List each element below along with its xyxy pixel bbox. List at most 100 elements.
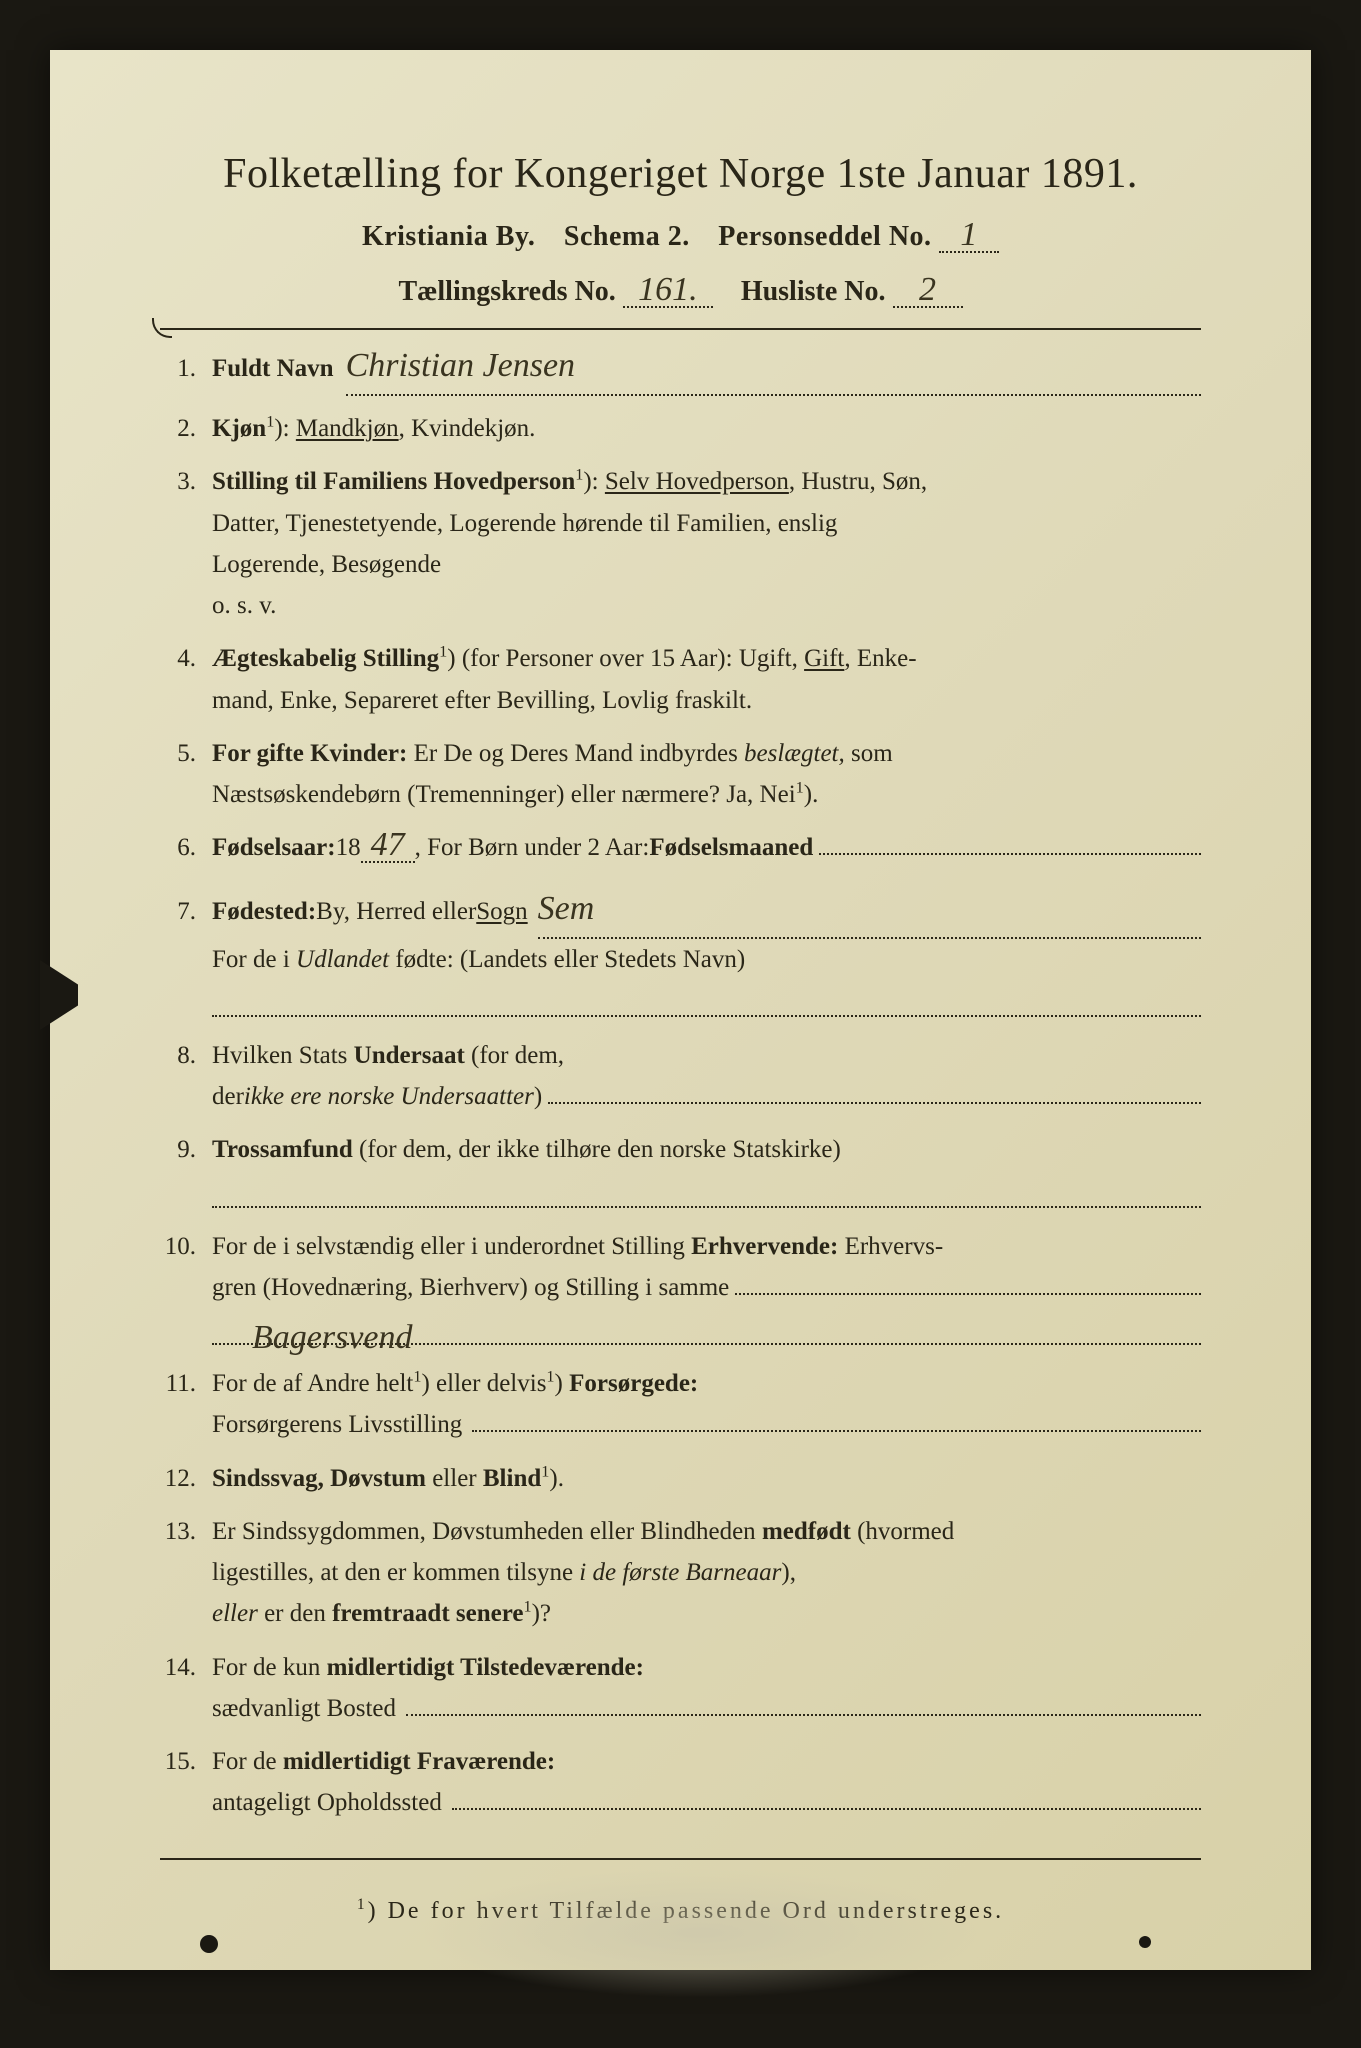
footnote: 1) De for hvert Tilfælde passende Ord un… xyxy=(160,1896,1201,1925)
sup: 1 xyxy=(357,1896,368,1913)
text: For de af Andre helt xyxy=(212,1370,413,1397)
text: Er De og Deres Mand indbyrdes xyxy=(407,740,744,767)
form-body: 1. Fuldt Navn Christian Jensen 2. Kjøn1)… xyxy=(160,338,1201,1824)
item-15: 15. For de midlertidigt Fraværende: anta… xyxy=(160,1741,1201,1824)
selected-hovedperson: Selv Hovedperson xyxy=(605,468,789,495)
text: sædvanligt Bosted xyxy=(212,1688,396,1729)
item-9: 9. Trossamfund (for dem, der ikke tilhør… xyxy=(160,1129,1201,1207)
name-field: Christian Jensen xyxy=(346,338,1201,396)
item-1: 1. Fuldt Navn Christian Jensen xyxy=(160,338,1201,396)
header-separator xyxy=(160,320,1201,338)
item-7: 7. Fødested: By, Herred eller Sogn Sem F… xyxy=(160,881,1201,1017)
text: 18 xyxy=(336,827,361,868)
text: ligestilles, at den er kommen tilsyne xyxy=(212,1559,579,1586)
text: gren (Hovednæring, Bierhverv) og Stillin… xyxy=(212,1267,729,1308)
birthplace-value: Sem xyxy=(538,890,595,927)
birthmonth-field xyxy=(819,853,1201,855)
text: Hvilken Stats xyxy=(212,1042,354,1069)
text-italic: Udlandet xyxy=(296,946,389,973)
label-undersaat: Undersaat xyxy=(354,1042,465,1069)
citizenship-field xyxy=(548,1102,1201,1104)
text: ). xyxy=(804,781,819,808)
text: For de i selvstændig eller i underordnet… xyxy=(212,1233,691,1260)
item-number: 4. xyxy=(160,638,212,679)
label-gifte-kvinder: For gifte Kvinder: xyxy=(212,740,407,767)
text: som xyxy=(845,740,893,767)
text: o. s. v. xyxy=(212,592,276,619)
text: For de i xyxy=(212,946,296,973)
item-4: 4. Ægteskabelig Stilling1) (for Personer… xyxy=(160,638,1201,721)
text: For de xyxy=(212,1748,283,1775)
label-fodselsaar: Fødselsaar: xyxy=(212,827,336,868)
presumed-residence-field xyxy=(452,1808,1201,1810)
sup: 1 xyxy=(523,1598,531,1616)
text: )? xyxy=(532,1600,551,1627)
label-fravaerende: midlertidigt Fraværende: xyxy=(283,1748,555,1775)
item-13: 13. Er Sindssygdommen, Døvstumheden elle… xyxy=(160,1511,1201,1635)
subtitle-line: Kristiania By. Schema 2. Personseddel No… xyxy=(160,220,1201,253)
label-fodested: Fødested: xyxy=(212,891,316,932)
text: Næstsøskendebørn (Tremenninger) eller næ… xyxy=(212,781,796,808)
provider-field xyxy=(472,1430,1201,1432)
label-trossamfund: Trossamfund xyxy=(212,1136,353,1163)
husliste-no-field: 2 xyxy=(893,275,963,308)
subtitle-prefix: Kristiania By. Schema 2. Personseddel No… xyxy=(362,221,932,252)
birthyear-field: 47 xyxy=(361,830,415,863)
item-number: 11. xyxy=(160,1363,212,1404)
occupation-field: Bagersvend xyxy=(212,1310,1201,1345)
text: antageligt Opholdssted xyxy=(212,1782,442,1823)
text: By, Herred eller xyxy=(316,891,476,932)
text: ): xyxy=(274,415,296,442)
item-number: 13. xyxy=(160,1511,212,1552)
label-aegteskab: Ægteskabelig Stilling xyxy=(212,645,439,672)
selected-mandkjon: Mandkjøn xyxy=(296,415,399,442)
item-number: 5. xyxy=(160,733,212,774)
item-number: 7. xyxy=(160,891,212,932)
text: ) eller delvis xyxy=(421,1370,546,1397)
text: (hvormed xyxy=(851,1518,954,1545)
text: ) (for Personer over 15 Aar): Ugift, xyxy=(447,645,804,672)
text: , Enke- xyxy=(844,645,916,672)
text: ), xyxy=(781,1559,796,1586)
punch-hole xyxy=(1139,1936,1151,1948)
main-title: Folketælling for Kongeriget Norge 1ste J… xyxy=(160,150,1201,198)
text: , Kvindekjøn. xyxy=(399,415,536,442)
label-senere: fremtraadt senere xyxy=(332,1600,523,1627)
kreds-no-field: 161. xyxy=(623,275,713,308)
census-form-page: Folketælling for Kongeriget Norge 1ste J… xyxy=(50,50,1311,1970)
label-stilling: Stilling til Familiens Hovedperson xyxy=(212,468,575,495)
text: Datter, Tjenestetyende, Logerende hørend… xyxy=(212,510,837,537)
item-3: 3. Stilling til Familiens Hovedperson1):… xyxy=(160,461,1201,626)
item-number: 15. xyxy=(160,1741,212,1782)
label-kjon: Kjøn xyxy=(212,415,266,442)
item-10: 10. For de i selvstændig eller i underor… xyxy=(160,1226,1201,1346)
text: , For Børn under 2 Aar: xyxy=(415,827,650,868)
text: Erhvervs- xyxy=(838,1233,943,1260)
item-number: 3. xyxy=(160,461,212,502)
text: eller xyxy=(426,1465,483,1492)
name-value: Christian Jensen xyxy=(346,347,575,384)
text: der xyxy=(212,1076,244,1117)
text: er den xyxy=(258,1600,332,1627)
item-14: 14. For de kun midlertidigt Tilstedevære… xyxy=(160,1647,1201,1730)
selected-gift: Gift xyxy=(804,645,844,672)
label-blind: Blind xyxy=(483,1465,541,1492)
text: For de kun xyxy=(212,1654,327,1681)
item-number: 12. xyxy=(160,1458,212,1499)
text: ): xyxy=(583,468,605,495)
footnote-text: ) De for hvert Tilfælde passende Ord und… xyxy=(368,1898,1005,1924)
text: ). xyxy=(549,1465,564,1492)
label-medfodt: medfødt xyxy=(762,1518,851,1545)
label-tilstedevaerende: midlertidigt Tilstedeværende: xyxy=(327,1654,644,1681)
item-5: 5. For gifte Kvinder: Er De og Deres Man… xyxy=(160,733,1201,816)
occupation-line1 xyxy=(735,1293,1201,1295)
text: ) xyxy=(534,1076,542,1117)
item-2: 2. Kjøn1): Mandkjøn, Kvindekjøn. xyxy=(160,408,1201,449)
item-8: 8. Hvilken Stats Undersaat (for dem, der… xyxy=(160,1035,1201,1118)
form-header: Folketælling for Kongeriget Norge 1ste J… xyxy=(160,150,1201,308)
label-erhvervende: Erhvervende: xyxy=(691,1233,838,1260)
item-11: 11. For de af Andre helt1) eller delvis1… xyxy=(160,1363,1201,1446)
label-forsorgede: Forsørgede: xyxy=(569,1370,698,1397)
text: (for dem, der ikke tilhøre den norske St… xyxy=(353,1136,841,1163)
subtitle-line-3: Tællingskreds No. 161. Husliste No. 2 xyxy=(160,275,1201,308)
